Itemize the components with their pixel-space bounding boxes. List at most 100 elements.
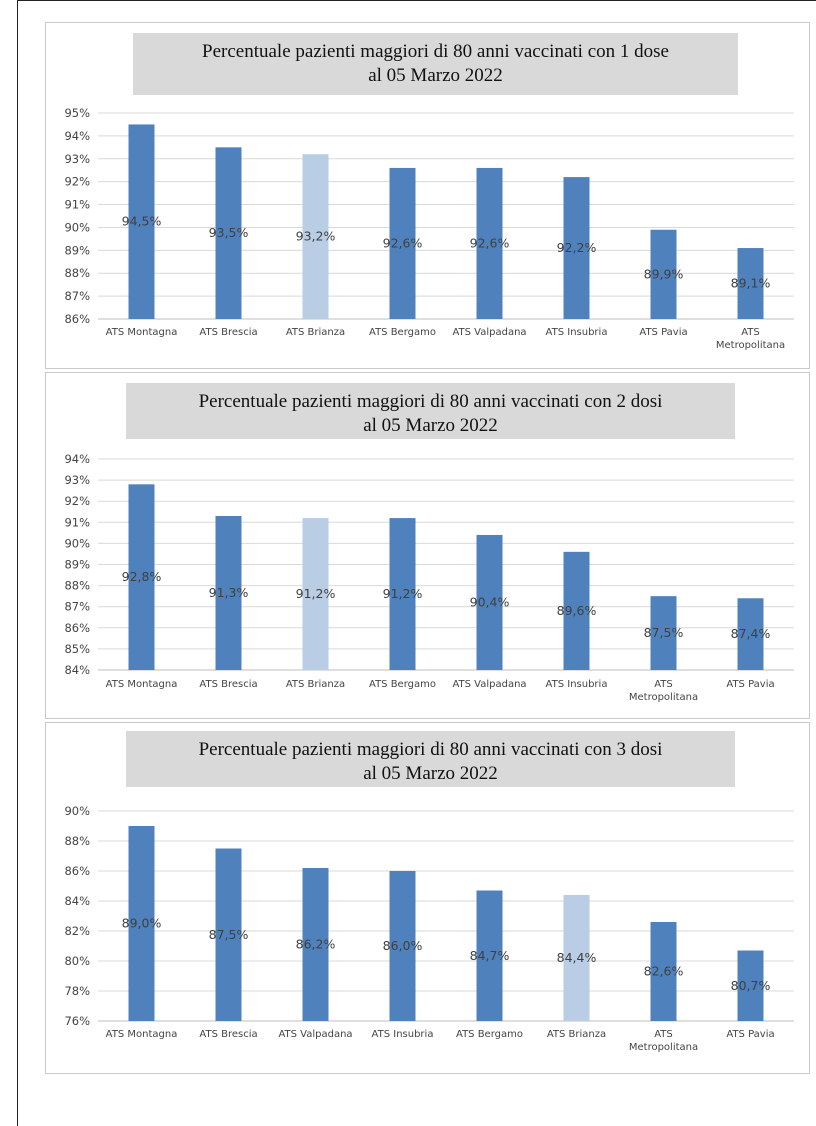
page-frame [17, 0, 816, 1126]
category-label: ATS Montagna [106, 679, 178, 690]
category-label: ATS Brescia [199, 679, 257, 690]
y-tick-label: 78% [64, 984, 90, 998]
y-tick-label: 95% [64, 106, 90, 120]
y-tick-label: 82% [64, 924, 90, 938]
chart-title-box [126, 383, 735, 439]
y-tick-label: 86% [64, 312, 90, 326]
y-tick-label: 91% [64, 515, 90, 529]
bar [563, 895, 590, 1021]
bar [215, 848, 242, 1021]
data-label: 94,5% [122, 214, 162, 229]
y-tick-label: 92% [64, 175, 90, 189]
category-label: ATS Bergamo [456, 1029, 523, 1040]
bar [476, 167, 503, 319]
data-label: 84,7% [470, 948, 510, 963]
category-label: ATS Insubria [372, 1029, 434, 1040]
chart-panel-2-dosi: Percentuale pazienti maggiori di 80 anni… [45, 372, 810, 719]
y-tick-label: 80% [64, 954, 90, 968]
y-tick-label: 94% [64, 129, 90, 143]
chart-svg: Percentuale pazienti maggiori di 80 anni… [64, 33, 794, 351]
y-tick-label: 87% [64, 289, 90, 303]
bar [389, 518, 416, 670]
y-tick-label: 89% [64, 243, 90, 257]
category-label: ATS Pavia [726, 679, 774, 690]
y-tick-label: 84% [64, 894, 90, 908]
category-label: ATS Pavia [639, 327, 687, 338]
chart-svg: Percentuale pazienti maggiori di 80 anni… [64, 731, 794, 1053]
chart-title-line: al 05 Marzo 2022 [363, 763, 498, 784]
data-label: 93,5% [209, 225, 249, 240]
data-label: 84,4% [557, 950, 597, 965]
bar [476, 534, 503, 670]
y-tick-label: 76% [64, 1014, 90, 1028]
chart-title-line: al 05 Marzo 2022 [368, 65, 503, 86]
category-label: ATS Insubria [546, 679, 608, 690]
bar [737, 950, 764, 1021]
y-tick-label: 93% [64, 152, 90, 166]
bar [302, 518, 329, 670]
category-label: ATS Montagna [106, 327, 178, 338]
category-label: ATS Pavia [726, 1029, 774, 1040]
category-label: ATS Brescia [199, 1029, 257, 1040]
chart-panel-1-dose: Percentuale pazienti maggiori di 80 anni… [45, 22, 810, 369]
category-label: ATS Valpadana [452, 327, 526, 338]
bar [650, 596, 677, 670]
data-label: 86,0% [383, 938, 423, 953]
chart-title-line: Percentuale pazienti maggiori di 80 anni… [199, 391, 663, 412]
bar [563, 177, 590, 319]
bar [650, 922, 677, 1021]
bar [563, 551, 590, 670]
y-tick-label: 94% [64, 452, 90, 466]
bar [650, 229, 677, 319]
bar [215, 515, 242, 670]
y-tick-label: 91% [64, 198, 90, 212]
data-label: 90,4% [470, 594, 510, 609]
chart-title-box [133, 33, 738, 95]
chart-panel-3-dosi: Percentuale pazienti maggiori di 80 anni… [45, 722, 810, 1074]
y-tick-label: 93% [64, 473, 90, 487]
bar [389, 871, 416, 1021]
data-label: 92,2% [557, 240, 597, 255]
bar [389, 167, 416, 319]
data-label: 92,6% [383, 235, 423, 250]
data-label: 89,1% [731, 276, 771, 291]
y-tick-label: 87% [64, 600, 90, 614]
bar [128, 124, 155, 319]
y-tick-label: 86% [64, 864, 90, 878]
bar [737, 248, 764, 319]
category-label: ATS Insubria [546, 327, 608, 338]
data-label: 91,2% [383, 586, 423, 601]
y-tick-label: 92% [64, 494, 90, 508]
data-label: 92,8% [122, 569, 162, 584]
y-tick-label: 90% [64, 220, 90, 234]
y-tick-label: 84% [64, 663, 90, 677]
category-label: ATS [741, 327, 760, 338]
data-label: 80,7% [731, 978, 771, 993]
y-tick-label: 85% [64, 642, 90, 656]
category-label: ATS Brianza [286, 327, 345, 338]
y-tick-label: 88% [64, 579, 90, 593]
category-label: ATS [654, 1029, 673, 1040]
bar [476, 890, 503, 1021]
chart-svg: Percentuale pazienti maggiori di 80 anni… [64, 383, 794, 703]
bar [302, 154, 329, 319]
category-label: ATS Bergamo [369, 327, 436, 338]
category-label: ATS Brianza [547, 1029, 606, 1040]
data-label: 87,5% [644, 625, 684, 640]
data-label: 91,3% [209, 585, 249, 600]
y-tick-label: 89% [64, 558, 90, 572]
category-label: Metropolitana [629, 692, 698, 703]
bar [215, 147, 242, 319]
data-label: 92,6% [470, 235, 510, 250]
bar [302, 868, 329, 1021]
data-label: 86,2% [296, 937, 336, 952]
y-tick-label: 90% [64, 536, 90, 550]
bar [128, 484, 155, 670]
category-label: ATS Bergamo [369, 679, 436, 690]
data-label: 91,2% [296, 586, 336, 601]
data-label: 93,2% [296, 229, 336, 244]
bar [128, 826, 155, 1021]
y-tick-label: 86% [64, 621, 90, 635]
data-label: 89,6% [557, 603, 597, 618]
chart-title-line: al 05 Marzo 2022 [363, 415, 498, 436]
